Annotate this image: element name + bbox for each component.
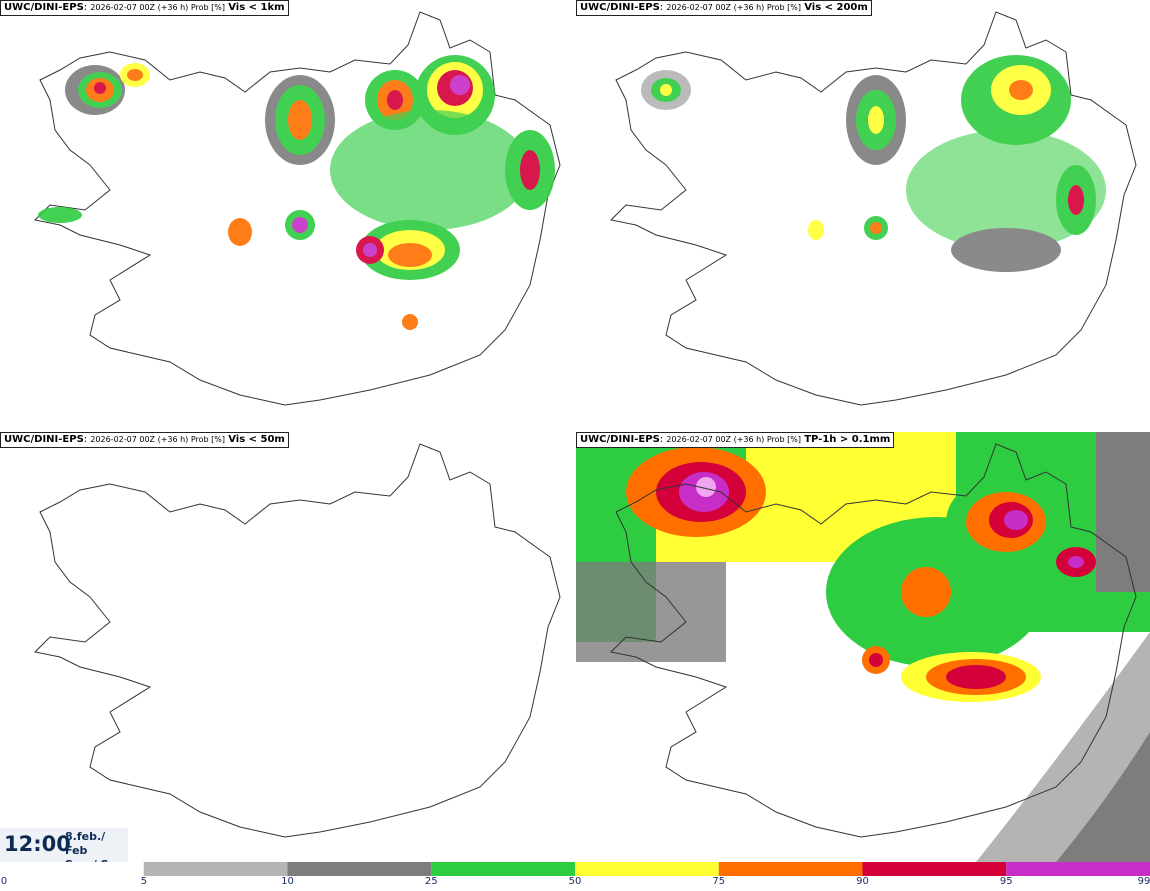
panel-title: UWC/DINI-EPS: 2026-02-07 00Z (+36 h) Pro… bbox=[0, 432, 289, 448]
model-name: UWC/DINI-EPS bbox=[580, 434, 660, 445]
legend-colorbar bbox=[0, 862, 1150, 876]
map-vis-1km bbox=[34, 11, 561, 406]
variable-name: Vis < 1km bbox=[228, 2, 285, 13]
panel-title: UWC/DINI-EPS: 2026-02-07 00Z (+36 h) Pro… bbox=[0, 0, 289, 16]
map-panel-vis-1km: UWC/DINI-EPS: 2026-02-07 00Z (+36 h) Pro… bbox=[0, 0, 574, 430]
map-precip bbox=[576, 432, 1150, 862]
run-info: 2026-02-07 00Z (+36 h) Prob [%] bbox=[90, 435, 226, 444]
model-name: UWC/DINI-EPS bbox=[4, 434, 84, 445]
legend-swatch bbox=[287, 862, 432, 876]
map-vis-200m bbox=[610, 11, 1137, 406]
map-panel-precip: UWC/DINI-EPS: 2026-02-07 00Z (+36 h) Pro… bbox=[576, 432, 1150, 862]
map-panel-vis-200m: UWC/DINI-EPS: 2026-02-07 00Z (+36 h) Pro… bbox=[576, 0, 1150, 430]
valid-time-box: 12:00 8.feb./ Feb Sun./ Sun bbox=[0, 828, 128, 871]
legend-tick-label: 10 bbox=[281, 876, 294, 887]
legend-swatch bbox=[431, 862, 575, 876]
legend-swatch bbox=[0, 862, 144, 876]
variable-name: Vis < 200m bbox=[804, 2, 868, 13]
legend-tick-label: 5 bbox=[140, 876, 147, 887]
legend-tick-label: 95 bbox=[999, 876, 1013, 887]
legend-swatch bbox=[718, 862, 863, 876]
run-info: 2026-02-07 00Z (+36 h) Prob [%] bbox=[90, 3, 226, 12]
model-name: UWC/DINI-EPS bbox=[580, 2, 660, 13]
run-info: 2026-02-07 00Z (+36 h) Prob [%] bbox=[666, 435, 802, 444]
valid-date-line1: 8.feb./ Feb bbox=[65, 830, 106, 857]
legend-tick-label: 90 bbox=[856, 876, 869, 887]
valid-time-clock: 12:00 bbox=[4, 832, 71, 856]
panel-title: UWC/DINI-EPS: 2026-02-07 00Z (+36 h) Pro… bbox=[576, 432, 895, 448]
variable-name: TP-1h > 0.1mm bbox=[804, 434, 891, 445]
run-info: 2026-02-07 00Z (+36 h) Prob [%] bbox=[666, 3, 802, 12]
legend-swatch bbox=[862, 862, 1007, 876]
legend-tick-label: 99 bbox=[1137, 876, 1150, 887]
variable-name: Vis < 50m bbox=[228, 434, 285, 445]
panel-title: UWC/DINI-EPS: 2026-02-07 00Z (+36 h) Pro… bbox=[576, 0, 872, 16]
model-name: UWC/DINI-EPS bbox=[4, 2, 84, 13]
legend-swatch bbox=[575, 862, 719, 876]
legend-swatch bbox=[143, 862, 288, 876]
map-vis-50m bbox=[34, 443, 561, 838]
probability-legend bbox=[0, 862, 1150, 891]
legend-swatch bbox=[1006, 862, 1150, 876]
legend-tick-label: 25 bbox=[424, 876, 438, 887]
map-panel-vis-50m: UWC/DINI-EPS: 2026-02-07 00Z (+36 h) Pro… bbox=[0, 432, 574, 862]
legend-tick-label: 75 bbox=[712, 876, 726, 887]
legend-tick-label: 50 bbox=[568, 876, 582, 887]
legend-tick-label: 0 bbox=[0, 876, 8, 887]
